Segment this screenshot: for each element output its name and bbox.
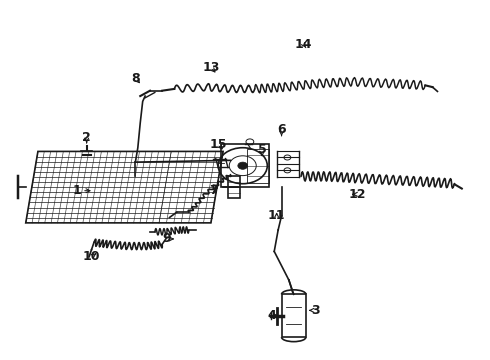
Text: 7: 7 bbox=[209, 184, 218, 197]
Text: 11: 11 bbox=[268, 209, 285, 222]
Text: 1: 1 bbox=[73, 184, 81, 197]
Text: 2: 2 bbox=[82, 131, 91, 144]
Text: 14: 14 bbox=[294, 38, 312, 51]
Text: 15: 15 bbox=[209, 138, 227, 151]
Circle shape bbox=[238, 162, 247, 169]
Text: 9: 9 bbox=[163, 233, 172, 246]
Text: 4: 4 bbox=[268, 309, 276, 322]
Text: 8: 8 bbox=[131, 72, 140, 85]
Text: 6: 6 bbox=[277, 123, 286, 136]
Text: 5: 5 bbox=[258, 143, 267, 156]
Text: 12: 12 bbox=[348, 188, 366, 201]
Text: 3: 3 bbox=[311, 304, 320, 317]
Text: 10: 10 bbox=[83, 250, 100, 263]
Text: 13: 13 bbox=[202, 61, 220, 74]
